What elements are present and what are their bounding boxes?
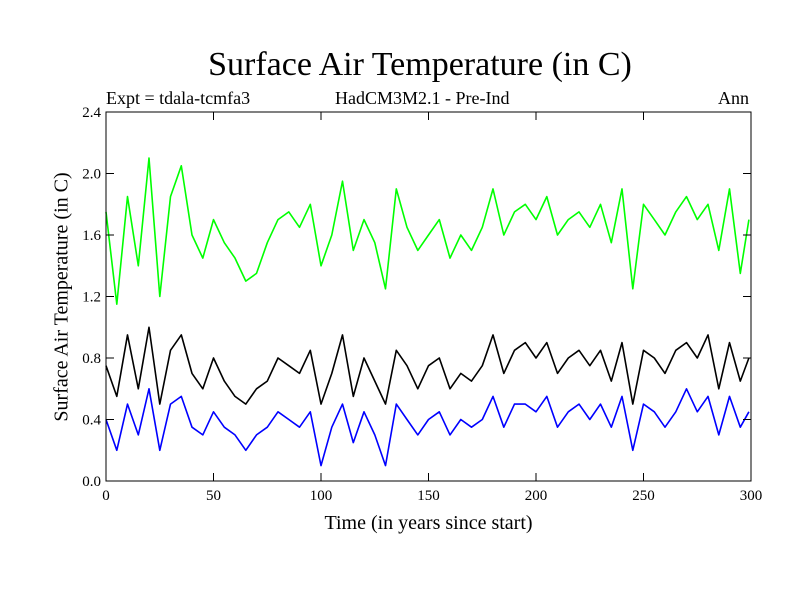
y-tick-label: 0.8 — [82, 351, 101, 367]
y-tick-label: 2.0 — [82, 167, 101, 183]
tick-layer: 0 50 100 150 200 250 300 0.0 0.4 0.8 1.2 1.6 2.0 2.4 — [82, 105, 762, 504]
series-line-blue — [105, 387, 750, 467]
y-tick-label: 1.2 — [82, 290, 101, 306]
x-axis-label: Time (in years since start) — [324, 512, 533, 534]
series-line-black — [105, 326, 750, 405]
x-tick-label: 0 — [102, 488, 110, 504]
x-tick-label: 50 — [206, 488, 221, 504]
y-tick-label: 0.0 — [82, 474, 101, 490]
plot-frame — [105, 111, 752, 482]
chart-title: Surface Air Temperature (in C) — [208, 46, 632, 83]
y-tick-label: 0.4 — [82, 413, 101, 429]
x-tick-label: 250 — [632, 488, 655, 504]
series-layer — [105, 157, 750, 467]
model-label: HadCM3M2.1 - Pre-Ind — [335, 88, 510, 108]
experiment-label: Expt = tdala-tcmfa3 — [106, 88, 251, 108]
y-tick-label: 2.4 — [82, 105, 101, 121]
x-tick-label: 150 — [417, 488, 440, 504]
series-line-green — [105, 157, 750, 306]
x-tick-label: 200 — [525, 488, 548, 504]
x-tick-label: 100 — [310, 488, 333, 504]
season-label: Ann — [718, 88, 749, 108]
x-tick-label: 300 — [740, 488, 763, 504]
y-tick-label: 1.6 — [82, 228, 101, 244]
